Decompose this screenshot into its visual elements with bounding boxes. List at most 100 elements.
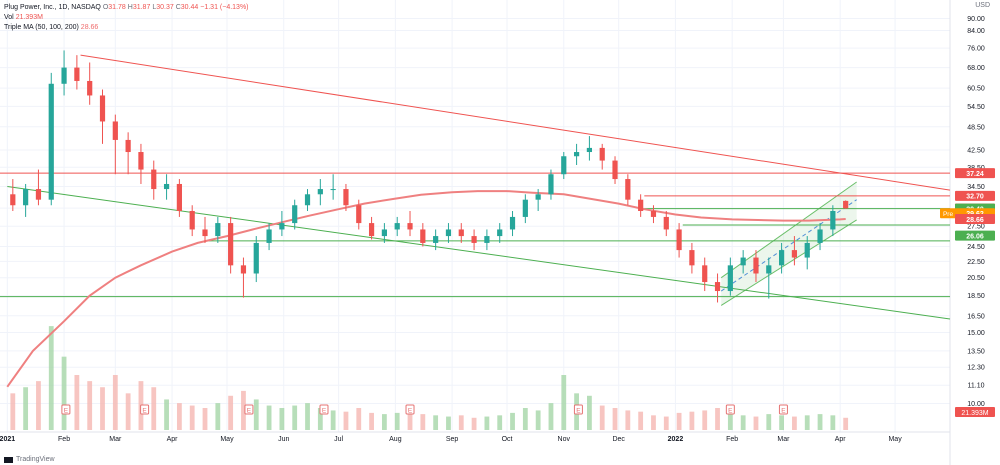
candle-body (509, 216, 516, 230)
earnings-marker-icon[interactable] (140, 404, 150, 415)
price-tag-label: 26.06 (966, 233, 984, 240)
volume-tag[interactable] (955, 407, 995, 417)
candle (61, 50, 67, 96)
price-tag[interactable] (955, 213, 995, 224)
trendline[interactable] (7, 186, 951, 320)
candle (586, 136, 593, 161)
volume-legend[interactable]: Vol 21.393M (4, 13, 43, 22)
candle (778, 242, 785, 274)
y-tick-label: 68.00 (967, 65, 985, 72)
volume-bar (625, 410, 631, 430)
y-tick-label: 34.50 (967, 184, 985, 191)
y-tick-label: 18.50 (967, 293, 985, 300)
x-tick-label: Mar (109, 436, 122, 443)
candle-body (753, 257, 759, 274)
x-tick-label: Nov (558, 436, 571, 443)
price-tag[interactable] (955, 230, 995, 241)
trendline[interactable] (80, 54, 951, 191)
earnings-marker-icon[interactable] (244, 404, 254, 415)
candle-body (791, 250, 798, 258)
channel-lower-line[interactable] (720, 219, 857, 306)
volume-bar (715, 408, 720, 430)
candle (612, 156, 618, 184)
candle-body (817, 229, 823, 243)
open-label: O (102, 4, 109, 11)
candle (407, 210, 413, 237)
y-tick-label: 24.50 (967, 244, 985, 251)
candle-body (202, 229, 208, 237)
candle (740, 250, 746, 274)
y-tick-label: 48.50 (967, 124, 985, 131)
candle (368, 216, 375, 240)
candle (714, 273, 721, 303)
volume-bar (228, 395, 234, 430)
volume-bar (663, 416, 669, 430)
y-tick-label: 90.00 (967, 16, 985, 23)
ma-legend[interactable]: Triple MA (50, 100, 200) 28.66 (4, 23, 98, 32)
candle-body (394, 223, 400, 230)
price-tag[interactable] (955, 168, 995, 179)
candle-body (381, 229, 387, 237)
currency-label[interactable]: USD (975, 2, 990, 9)
earnings-marker-icon[interactable] (61, 404, 71, 415)
earnings-marker-icon[interactable] (405, 404, 415, 415)
candle-body (48, 83, 54, 200)
candle-body (176, 183, 182, 211)
volume-bar (843, 417, 849, 430)
volume-bar (561, 375, 567, 430)
volume-bar (458, 415, 464, 430)
volume-bar (804, 415, 810, 430)
candle (151, 160, 157, 200)
x-tick-label: Sep (446, 436, 459, 443)
earnings-marker-icon[interactable] (778, 404, 788, 415)
symbol-legend: Plug Power, Inc., 1D, NASDAQ O31.78 H31.… (4, 3, 249, 12)
candle-body (163, 183, 170, 190)
high-label: H (127, 4, 133, 11)
volume-bar (676, 412, 682, 430)
volume-bar (100, 387, 105, 430)
candle-body (279, 223, 285, 230)
candle (215, 216, 221, 243)
volume-bar (740, 415, 746, 430)
volume-bar (612, 408, 618, 430)
change-value: −1.31 (−4.13%) (200, 4, 249, 11)
candle-body (535, 194, 541, 200)
candle (266, 223, 272, 251)
candle-body (420, 229, 426, 243)
candle-body (727, 265, 733, 292)
earnings-marker-icon[interactable] (725, 404, 735, 415)
candle (292, 199, 298, 230)
candle (766, 257, 772, 299)
candle-body (612, 160, 618, 180)
volume-bar (87, 381, 93, 430)
volume-bar (497, 415, 503, 430)
candle (87, 62, 93, 105)
volume-bar (394, 412, 400, 430)
volume-bar (112, 375, 118, 430)
price-tag[interactable] (955, 190, 995, 201)
earnings-marker-icon[interactable] (319, 404, 329, 415)
volume-bar (599, 405, 605, 430)
candle-body (714, 282, 721, 292)
candle (484, 229, 490, 251)
candle-body (766, 265, 772, 274)
volume-bar (817, 414, 823, 430)
volume-bar (317, 408, 323, 430)
volume-bar (727, 412, 733, 430)
volume-bar (74, 375, 80, 430)
volume-bar (548, 403, 554, 430)
volume-bar (407, 405, 413, 430)
candle (35, 169, 42, 206)
earnings-marker-icon[interactable] (573, 404, 583, 415)
premarket-label: Pre (943, 211, 954, 218)
tradingview-footer[interactable]: TradingView (4, 456, 55, 463)
y-tick-label: 54.50 (967, 104, 985, 111)
volume-bar (48, 326, 54, 430)
candle-body (561, 156, 567, 175)
x-tick-label: Aug (389, 436, 402, 443)
x-tick-label: Mar (777, 436, 790, 443)
volume-bar (471, 417, 477, 430)
volume-bar (241, 390, 246, 430)
